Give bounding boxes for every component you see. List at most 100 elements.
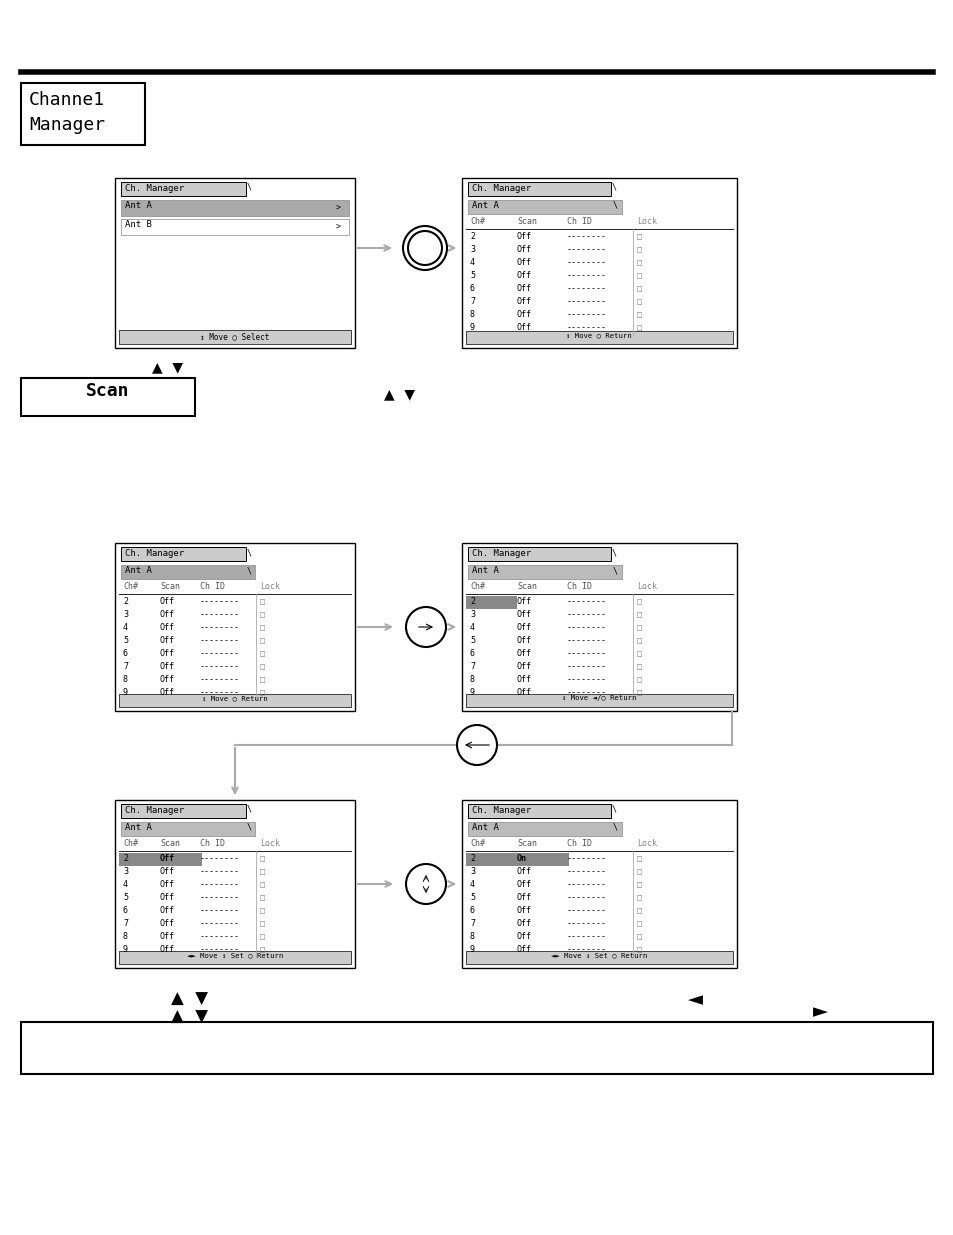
Text: □: □ [637,310,641,319]
Text: \: \ [246,566,252,576]
Text: Off: Off [160,881,174,889]
Text: 4: 4 [123,622,128,632]
Text: Off: Off [517,932,532,941]
Text: □: □ [260,945,265,953]
Text: □: □ [260,853,265,863]
Text: --------: -------- [566,650,606,658]
Text: --------: -------- [200,893,240,902]
Text: Off: Off [160,906,174,915]
Bar [515,853,568,866]
Text: Off: Off [517,688,532,697]
Text: Scan: Scan [517,217,537,226]
Bar [461,800,737,968]
Text: ▲  ▼: ▲ ▼ [384,387,416,401]
Text: □: □ [260,650,265,658]
Text: 7: 7 [470,662,475,671]
Text: Scan: Scan [517,582,537,592]
Text: Off: Off [517,636,532,645]
Text: 6: 6 [123,650,128,658]
Text: 2: 2 [470,853,475,863]
Text: --------: -------- [566,853,606,863]
Text: Off: Off [517,324,532,332]
Text: \: \ [613,566,618,576]
Text: \: \ [247,805,252,814]
Text: --------: -------- [566,270,606,280]
Text: □: □ [637,636,641,645]
Bar [468,804,610,818]
Text: --------: -------- [566,636,606,645]
Bar [468,200,621,214]
Text: Off: Off [160,867,174,876]
Text: Scan: Scan [517,839,537,848]
Text: Off: Off [160,893,174,902]
Text: Off: Off [160,650,174,658]
Text: --------: -------- [566,245,606,254]
Text: Scan: Scan [86,382,130,400]
Text: >: > [335,222,340,231]
Text: □: □ [260,636,265,645]
Text: □: □ [637,853,641,863]
Text: 3: 3 [470,245,475,254]
Text: --------: -------- [566,688,606,697]
Text: 6: 6 [470,650,475,658]
Text: □: □ [637,258,641,267]
Text: Ch ID: Ch ID [566,582,592,592]
Text: 6: 6 [123,906,128,915]
Text: \: \ [613,823,618,832]
Text: On: On [517,853,526,863]
Text: Ant B: Ant B [125,220,152,228]
Text: Off: Off [517,893,532,902]
Text: Off: Off [160,853,174,863]
Text: ◄► Move ↕ Set ○ Return: ◄► Move ↕ Set ○ Return [187,952,283,958]
Text: Ant A: Ant A [472,566,498,576]
Text: ◄► Move ↕ Set ○ Return: ◄► Move ↕ Set ○ Return [550,952,646,958]
Bar [465,853,517,866]
Text: Off: Off [517,919,532,927]
Text: Ch. Manager: Ch. Manager [125,550,184,558]
Bar [468,547,610,561]
Text: Lock: Lock [260,839,280,848]
Text: 4: 4 [470,622,475,632]
Text: Off: Off [517,650,532,658]
Text: 9: 9 [123,945,128,953]
Bar [121,564,255,579]
Text: Off: Off [517,284,532,293]
Text: 3: 3 [123,867,128,876]
Text: --------: -------- [566,919,606,927]
Text: 4: 4 [123,881,128,889]
Text: Ch ID: Ch ID [200,839,225,848]
Text: 8: 8 [470,932,475,941]
Text: □: □ [260,932,265,941]
Bar [158,853,202,866]
Text: Off: Off [160,662,174,671]
Text: Off: Off [160,622,174,632]
Text: --------: -------- [566,310,606,319]
Bar [465,951,732,965]
Text: Ch#: Ch# [123,839,138,848]
Text: --------: -------- [566,258,606,267]
Bar [119,694,351,706]
Text: Ch ID: Ch ID [200,582,225,592]
Text: ↕ Move ○ Return: ↕ Move ○ Return [565,332,631,338]
Text: --------: -------- [566,296,606,306]
Text: Ant A: Ant A [125,201,152,210]
Bar [121,823,255,836]
Text: ↕ Move ○ Select: ↕ Move ○ Select [200,332,270,341]
Text: --------: -------- [200,636,240,645]
Text: ↕ Move ◄/○ Return: ↕ Move ◄/○ Return [561,695,636,701]
Text: --------: -------- [200,945,240,953]
Text: --------: -------- [200,932,240,941]
Text: 3: 3 [470,610,475,619]
Text: 2: 2 [123,853,128,863]
Text: 5: 5 [470,270,475,280]
Text: □: □ [637,932,641,941]
Text: Ch#: Ch# [470,839,484,848]
Text: □: □ [637,610,641,619]
Text: 2: 2 [123,597,128,606]
Text: --------: -------- [200,597,240,606]
Text: Off: Off [160,919,174,927]
Text: --------: -------- [566,867,606,876]
Text: 4: 4 [470,881,475,889]
Text: 9: 9 [123,688,128,697]
Text: □: □ [637,284,641,293]
